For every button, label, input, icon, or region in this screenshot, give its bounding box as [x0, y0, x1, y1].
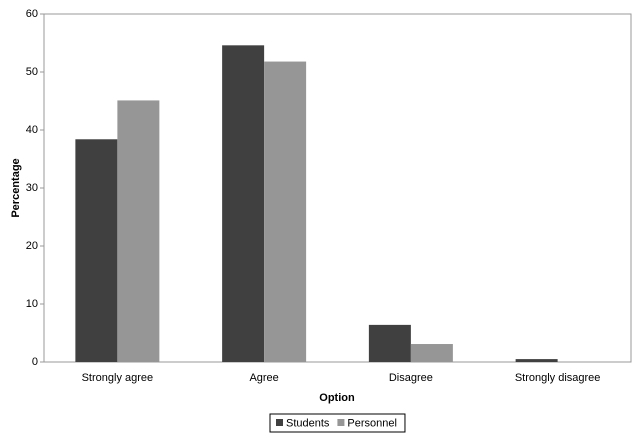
- bar: [75, 139, 118, 362]
- y-tick-label: 10: [26, 298, 38, 310]
- legend-swatch: [337, 419, 345, 426]
- bar: [368, 324, 411, 362]
- y-axis-title: Percentage: [10, 158, 22, 217]
- bar: [515, 359, 558, 362]
- y-tick-label: 50: [26, 66, 38, 78]
- legend-label: Students: [286, 417, 330, 429]
- legend-label: Personnel: [347, 417, 397, 429]
- bar: [222, 45, 265, 362]
- x-tick-label: Strongly agree: [82, 372, 154, 384]
- x-tick-label: Disagree: [389, 372, 433, 384]
- legend: Students Personnel: [269, 413, 406, 433]
- x-axis-title: Option: [319, 392, 355, 404]
- y-tick-label: 30: [26, 182, 38, 194]
- x-tick-label: Agree: [249, 372, 278, 384]
- y-tick-label: 20: [26, 240, 38, 252]
- bar: [117, 100, 160, 363]
- y-tick-label: 40: [26, 124, 38, 136]
- x-tick-label: Strongly disagree: [515, 372, 601, 384]
- bar: [264, 61, 307, 363]
- legend-swatch: [276, 419, 283, 426]
- y-tick-label: 0: [32, 356, 38, 368]
- y-tick-label: 60: [26, 8, 38, 20]
- bar: [410, 344, 453, 362]
